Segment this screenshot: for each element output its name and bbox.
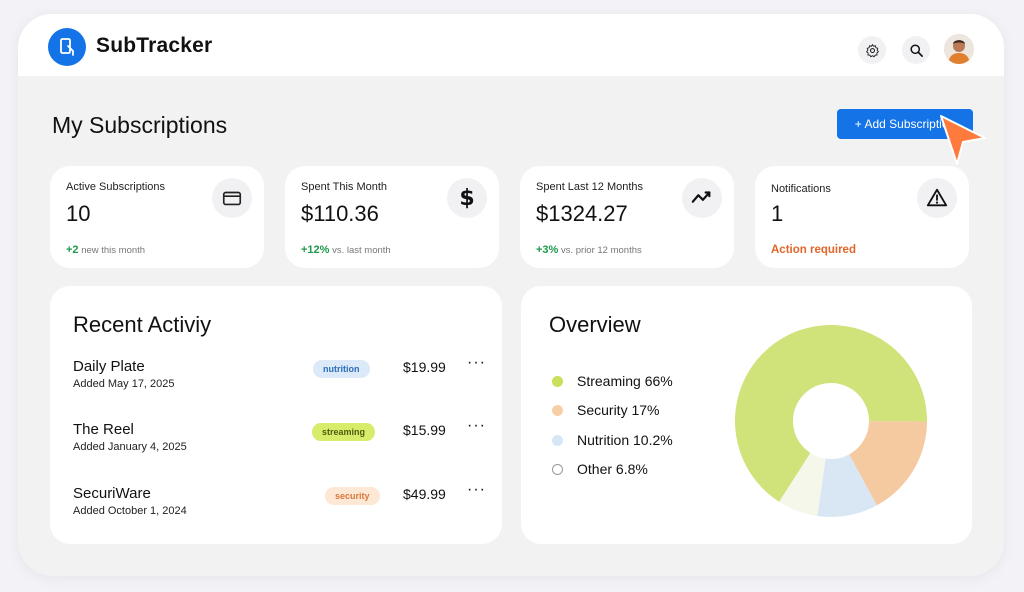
page-title: My Subscriptions xyxy=(52,112,228,138)
legend-item-security: Security 17% xyxy=(552,400,752,420)
subscription-date: Added October 1, 2024 xyxy=(73,505,187,517)
stat-label: Spent This Month xyxy=(301,181,388,193)
stat-card-month: Spent This Month $110.36 +12% vs. last m… xyxy=(285,166,499,268)
stat-note-text: new this month xyxy=(81,245,146,256)
card-icon xyxy=(212,178,252,218)
legend-dot xyxy=(552,434,563,446)
stat-card-year: Spent Last 12 Months $1324.27 +3% vs. pr… xyxy=(520,166,734,268)
donut-slice-streaming xyxy=(735,325,927,502)
gear-icon[interactable] xyxy=(858,36,886,64)
stat-note: +3% vs. prior 12 months xyxy=(536,244,642,256)
list-item[interactable]: SecuriWare Added October 1, 2024 securit… xyxy=(73,481,485,525)
stat-note: +2 new this month xyxy=(66,244,145,256)
subscription-name: SecuriWare xyxy=(73,485,151,502)
list-item[interactable]: The Reel Added January 4, 2025 streaming… xyxy=(73,417,485,461)
dollar-icon: $ xyxy=(447,178,487,218)
list-item[interactable]: Daily Plate Added May 17, 2025 nutrition… xyxy=(73,354,485,398)
more-options-icon[interactable]: ··· xyxy=(467,481,486,498)
subscription-price: $49.99 xyxy=(403,486,446,502)
warning-icon xyxy=(917,178,957,218)
legend-label: Security 17% xyxy=(577,402,660,418)
legend-dot xyxy=(552,463,563,475)
stat-value: $110.36 xyxy=(301,201,379,226)
donut-slice-other xyxy=(779,452,826,517)
tag-streaming: streaming xyxy=(312,423,376,441)
donut-slice-security xyxy=(849,421,927,506)
donut-slice-nutrition xyxy=(817,454,877,517)
stat-card-notifications[interactable]: Notifications 1 Action required xyxy=(755,166,969,268)
stat-value: 1 xyxy=(771,201,784,226)
more-options-icon[interactable]: ··· xyxy=(467,417,486,434)
stat-delta: +12% xyxy=(301,244,330,256)
stat-note: +12% vs. last month xyxy=(301,244,391,256)
stat-label: Spent Last 12 Months xyxy=(536,181,644,193)
subscription-price: $15.99 xyxy=(403,422,446,438)
stat-label: Notifications xyxy=(771,183,831,195)
legend-label: Other 6.8% xyxy=(577,461,648,477)
stat-delta: +2 xyxy=(66,244,79,256)
legend-item-other: Other 6.8% xyxy=(552,459,752,479)
legend-dot xyxy=(552,404,563,416)
top-bar: SubTracker xyxy=(18,14,1004,76)
subscription-date: Added May 17, 2025 xyxy=(73,378,175,390)
subscription-name: The Reel xyxy=(73,421,134,438)
subscription-name: Daily Plate xyxy=(73,358,145,375)
search-icon[interactable] xyxy=(902,36,930,64)
stat-delta: +3% xyxy=(536,244,559,256)
overview-title: Overview xyxy=(549,312,641,337)
stat-value: 10 xyxy=(66,201,91,226)
stat-value: $1324.27 xyxy=(536,201,628,226)
subscription-price: $19.99 xyxy=(403,359,446,375)
tag-security: security xyxy=(325,487,380,505)
stat-note-text: vs. last month xyxy=(332,245,391,256)
legend-item-streaming: Streaming 66% xyxy=(552,371,752,391)
avatar[interactable] xyxy=(944,34,974,64)
pointer-cursor-icon xyxy=(940,115,986,165)
legend-label: Streaming 66% xyxy=(577,373,673,389)
logo-icon xyxy=(48,28,86,66)
recent-activity-panel: Recent Activiy Daily Plate Added May 17,… xyxy=(50,286,502,544)
stat-label: Active Subscriptions xyxy=(66,181,166,193)
more-options-icon[interactable]: ··· xyxy=(467,354,486,371)
app-window: SubTracker My Subscriptions + Add Subscr… xyxy=(18,14,1004,576)
trend-icon xyxy=(682,178,722,218)
app-title: SubTracker xyxy=(96,34,213,57)
stat-note-text: vs. prior 12 months xyxy=(560,245,642,256)
legend-item-nutrition: Nutrition 10.2% xyxy=(552,430,752,450)
overview-panel: Overview Streaming 66% Security 17% Nutr… xyxy=(521,286,972,544)
stat-card-active: Active Subscriptions 10 +2 new this mont… xyxy=(50,166,264,268)
subscription-date: Added January 4, 2025 xyxy=(73,441,187,453)
overview-donut-chart xyxy=(735,325,927,517)
legend-dot xyxy=(552,375,563,387)
tag-nutrition: nutrition xyxy=(313,360,370,378)
action-required-text[interactable]: Action required xyxy=(771,244,856,256)
legend-label: Nutrition 10.2% xyxy=(577,432,673,448)
recent-activity-title: Recent Activiy xyxy=(73,312,212,337)
